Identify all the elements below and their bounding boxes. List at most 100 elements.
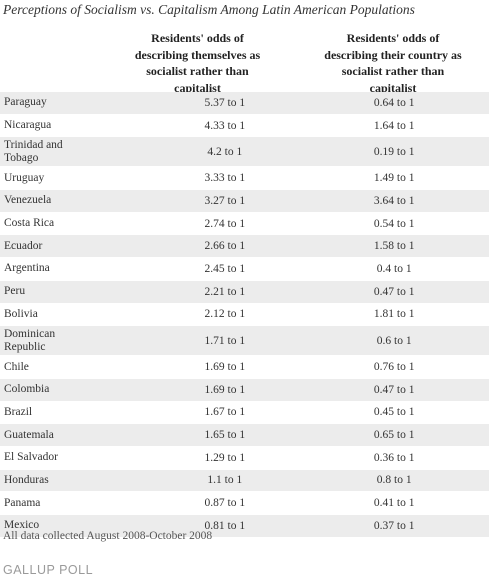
header-cell: Residents' odds of describing their count… <box>298 30 488 96</box>
table-row: Peru 2.21 to 1 0.47 to 1 <box>0 280 489 304</box>
self-odds: 1.1 to 1 <box>150 469 300 493</box>
self-odds: 5.37 to 1 <box>150 92 300 115</box>
self-odds: 0.81 to 1 <box>150 514 300 538</box>
country-cell: El Salvador <box>0 446 151 470</box>
country-name: Ecuador <box>4 239 43 252</box>
header-cell: Residents' odds of describing themselves … <box>125 30 270 96</box>
country-odds: 1.64 to 1 <box>299 114 489 138</box>
header-line: socialist rather than <box>146 64 249 78</box>
country-odds: 0.6 to 1 <box>299 325 489 357</box>
country-cell: Argentina <box>0 257 151 281</box>
country-odds: 0.8 to 1 <box>299 469 489 493</box>
table-row: Ecuador 2.66 to 1 1.58 to 1 <box>0 234 489 259</box>
header-line: capitalist <box>174 80 221 95</box>
table-row: Chile 1.69 to 1 0.76 to 1 <box>0 355 489 379</box>
table-row: Costa Rica 2.74 to 1 0.54 to 1 <box>0 212 489 236</box>
self-odds: 1.65 to 1 <box>150 423 300 447</box>
table-row: El Salvador 1.29 to 1 0.36 to 1 <box>0 446 489 470</box>
country-name: Argentina <box>4 262 50 275</box>
country-cell: Brazil <box>0 401 151 425</box>
header-line: describing their country as <box>324 47 462 62</box>
country-name: Venezuela <box>4 194 52 207</box>
country-name: Chile <box>4 360 29 373</box>
country-odds: 0.4 to 1 <box>299 257 489 281</box>
country-name: Dominican Republic <box>4 327 56 353</box>
table-row: Mexico 0.81 to 1 0.37 to 1 <box>0 514 489 538</box>
self-odds: 3.27 to 1 <box>150 189 300 213</box>
table-row: Panama 0.87 to 1 0.41 to 1 <box>0 491 489 515</box>
country-odds: 0.19 to 1 <box>299 136 489 168</box>
country-name: Costa Rica <box>4 217 55 230</box>
self-odds: 1.69 to 1 <box>150 355 300 379</box>
table-row: Dominican Republic 1.71 to 1 0.6 to 1 <box>0 325 489 357</box>
country-cell: Peru <box>0 280 151 304</box>
self-odds: 1.29 to 1 <box>150 446 300 470</box>
country-name: Uruguay <box>4 171 45 184</box>
country-odds: 0.54 to 1 <box>299 212 489 236</box>
header-line: Residents' odds of <box>346 31 440 45</box>
self-odds: 2.12 to 1 <box>150 303 300 327</box>
table-header: Residents' odds of describing themselves … <box>0 30 489 95</box>
country-cell: Mexico <box>0 514 151 538</box>
country-odds: 0.37 to 1 <box>299 514 489 538</box>
header-line: socialist rather than <box>341 64 445 78</box>
country-cell: Nicaragua <box>0 114 151 138</box>
country-name: Nicaragua <box>4 119 52 132</box>
table-row: Argentina 2.45 to 1 0.4 to 1 <box>0 257 489 281</box>
self-odds: 4.2 to 1 <box>150 136 300 168</box>
country-name: El Salvador <box>4 451 58 464</box>
self-odds: 4.33 to 1 <box>150 114 300 138</box>
self-odds: 3.33 to 1 <box>150 166 300 191</box>
country-cell: Honduras <box>0 469 151 493</box>
country-odds: 0.45 to 1 <box>299 401 489 425</box>
country-cell: Trinidad and Tobago <box>0 136 151 168</box>
self-odds: 1.71 to 1 <box>150 325 300 357</box>
country-odds: 0.47 to 1 <box>299 280 489 304</box>
country-cell: Costa Rica <box>0 212 151 236</box>
table-row: Brazil 1.67 to 1 0.45 to 1 <box>0 401 489 425</box>
table-row: Honduras 1.1 to 1 0.8 to 1 <box>0 469 489 493</box>
country-cell: Ecuador <box>0 234 151 259</box>
self-odds: 2.74 to 1 <box>150 212 300 236</box>
header-line: describing themselves as <box>134 47 261 62</box>
country-odds: 1.81 to 1 <box>299 303 489 327</box>
country-odds: 1.49 to 1 <box>299 166 489 191</box>
country-odds: 1.58 to 1 <box>299 234 489 259</box>
table-row: Paraguay 5.37 to 1 0.64 to 1 <box>0 92 489 115</box>
header-line: Residents' odds of <box>151 31 244 45</box>
country-odds: 3.64 to 1 <box>299 189 489 213</box>
table-row: Uruguay 3.33 to 1 1.49 to 1 <box>0 166 489 191</box>
country-name: Brazil <box>4 405 33 418</box>
table-row: Colombia 1.69 to 1 0.47 to 1 <box>0 378 489 402</box>
country-cell: Dominican Republic <box>0 325 151 357</box>
source-logo: GALLUP POLL <box>3 563 94 577</box>
country-cell: Paraguay <box>0 92 151 115</box>
country-name: Bolivia <box>4 307 38 320</box>
country-name: Trinidad and Tobago <box>4 138 63 164</box>
header-line: capitalist <box>369 80 417 95</box>
country-name: Colombia <box>4 383 50 396</box>
country-name: Honduras <box>4 473 49 486</box>
country-odds: 0.41 to 1 <box>299 491 489 515</box>
country-cell: Bolivia <box>0 303 151 327</box>
country-cell: Colombia <box>0 378 151 402</box>
table-row: Trinidad and Tobago 4.2 to 1 0.19 to 1 <box>0 136 489 168</box>
country-odds: 0.64 to 1 <box>299 92 489 115</box>
table-row: Bolivia 2.12 to 1 1.81 to 1 <box>0 303 489 327</box>
self-odds: 2.21 to 1 <box>150 280 300 304</box>
country-odds: 0.36 to 1 <box>299 446 489 470</box>
self-odds: 2.45 to 1 <box>150 257 300 281</box>
country-odds: 0.47 to 1 <box>299 378 489 402</box>
self-odds: 1.67 to 1 <box>150 401 300 425</box>
data-table: Paraguay 5.37 to 1 0.64 to 1 Nicaragua 4.33 … <box>0 92 489 538</box>
table-row: Nicaragua 4.33 to 1 1.64 to 1 <box>0 114 489 138</box>
country-cell: Panama <box>0 491 151 515</box>
country-odds: 0.76 to 1 <box>299 355 489 379</box>
self-odds: 0.87 to 1 <box>150 491 300 515</box>
country-cell: Venezuela <box>0 189 151 213</box>
country-cell: Uruguay <box>0 166 151 191</box>
country-name: Paraguay <box>4 96 47 109</box>
country-name: Mexico <box>4 519 40 532</box>
country-cell: Chile <box>0 355 151 379</box>
